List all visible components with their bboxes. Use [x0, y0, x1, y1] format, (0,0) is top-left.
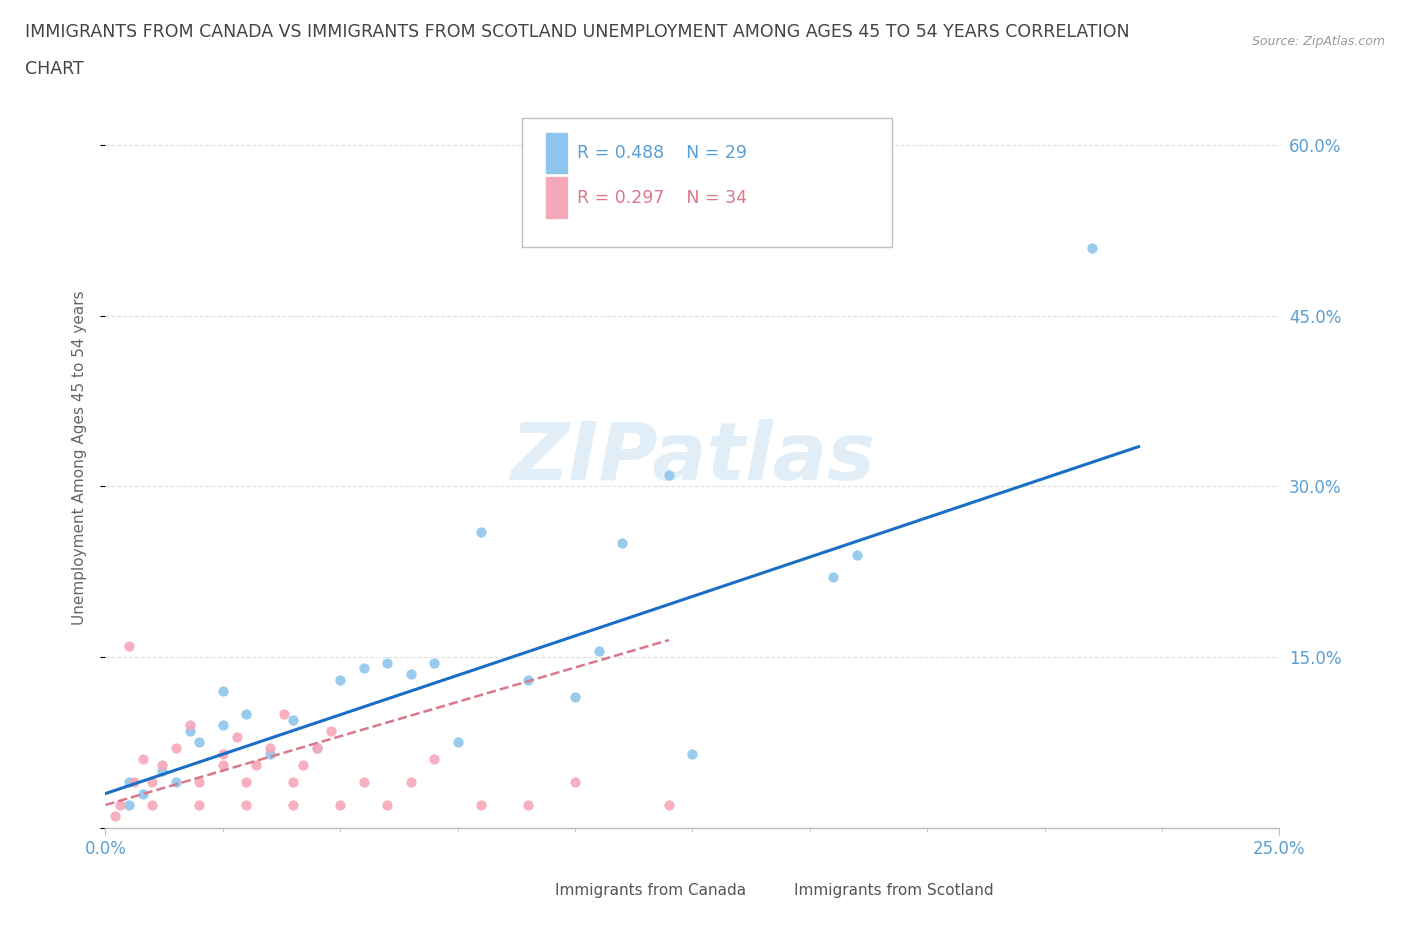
Point — [118, 775, 141, 790]
Point — [188, 775, 211, 790]
Point — [446, 735, 468, 750]
Point — [179, 718, 201, 733]
Text: Immigrants from Scotland: Immigrants from Scotland — [794, 884, 994, 898]
Point — [353, 661, 375, 676]
Point — [283, 798, 305, 813]
Point — [165, 775, 187, 790]
Point — [188, 798, 211, 813]
Point — [141, 775, 163, 790]
Point — [211, 684, 233, 698]
Point — [283, 775, 305, 790]
Point — [165, 740, 187, 755]
Point — [1080, 240, 1102, 255]
Point — [108, 798, 131, 813]
Point — [245, 758, 267, 773]
Point — [319, 724, 342, 738]
Point — [823, 570, 845, 585]
Point — [283, 712, 305, 727]
Point — [658, 798, 681, 813]
Point — [259, 740, 281, 755]
Text: R = 0.297    N = 34: R = 0.297 N = 34 — [578, 189, 748, 206]
Point — [211, 746, 233, 761]
Bar — [546, 133, 567, 173]
Point — [399, 667, 422, 682]
Point — [226, 729, 249, 744]
Y-axis label: Unemployment Among Ages 45 to 54 years: Unemployment Among Ages 45 to 54 years — [72, 291, 87, 625]
Point — [353, 775, 375, 790]
Point — [305, 740, 328, 755]
Point — [423, 752, 446, 767]
Point — [211, 758, 233, 773]
Point — [375, 656, 398, 671]
Point — [517, 798, 540, 813]
Point — [235, 775, 257, 790]
Text: IMMIGRANTS FROM CANADA VS IMMIGRANTS FROM SCOTLAND UNEMPLOYMENT AMONG AGES 45 TO: IMMIGRANTS FROM CANADA VS IMMIGRANTS FRO… — [25, 23, 1130, 41]
Point — [179, 724, 201, 738]
Point — [118, 638, 141, 653]
Point — [141, 798, 163, 813]
Point — [423, 656, 446, 671]
Point — [273, 707, 295, 722]
Point — [235, 707, 257, 722]
Point — [235, 798, 257, 813]
Point — [564, 775, 586, 790]
Point — [329, 672, 352, 687]
Point — [564, 689, 586, 704]
Point — [658, 468, 681, 483]
Bar — [546, 177, 567, 218]
Point — [211, 718, 233, 733]
Point — [329, 798, 352, 813]
Point — [845, 547, 868, 562]
Point — [470, 525, 492, 539]
Point — [188, 735, 211, 750]
Point — [259, 746, 281, 761]
FancyBboxPatch shape — [522, 118, 891, 247]
Text: CHART: CHART — [25, 60, 84, 78]
Text: Immigrants from Canada: Immigrants from Canada — [555, 884, 747, 898]
Point — [610, 536, 633, 551]
Point — [150, 764, 173, 778]
Point — [399, 775, 422, 790]
Point — [104, 809, 127, 824]
Point — [132, 786, 155, 801]
Text: Source: ZipAtlas.com: Source: ZipAtlas.com — [1251, 35, 1385, 48]
Point — [291, 758, 314, 773]
Point — [470, 798, 492, 813]
Point — [375, 798, 398, 813]
Point — [305, 740, 328, 755]
Point — [517, 672, 540, 687]
Point — [122, 775, 145, 790]
Point — [588, 644, 610, 658]
Point — [118, 798, 141, 813]
Text: ZIPatlas: ZIPatlas — [510, 419, 875, 497]
Text: R = 0.488    N = 29: R = 0.488 N = 29 — [578, 144, 748, 163]
Point — [132, 752, 155, 767]
Point — [681, 746, 703, 761]
Point — [150, 758, 173, 773]
